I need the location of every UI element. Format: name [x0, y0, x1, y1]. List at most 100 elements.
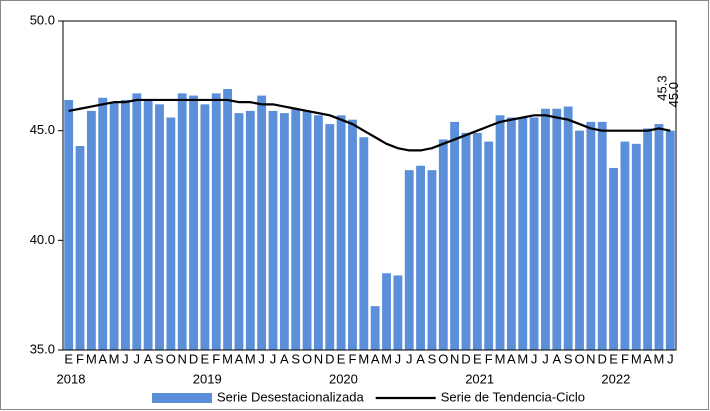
bar [211, 93, 221, 350]
x-tick-label: J [667, 351, 674, 366]
bar [245, 110, 255, 350]
bar [189, 95, 198, 350]
x-tick-label: J [270, 351, 277, 366]
bar [268, 110, 278, 350]
bar [336, 115, 346, 351]
legend-label: Serie de Tendencia-Ciclo [441, 389, 585, 404]
bar [223, 88, 233, 350]
x-tick-label: J [134, 351, 141, 366]
x-tick-label: A [507, 351, 516, 366]
bar [279, 113, 289, 351]
x-tick-label: N [177, 351, 186, 366]
x-tick-label: S [428, 351, 437, 366]
x-tick-label: A [643, 351, 652, 366]
bar [416, 165, 426, 350]
bar [75, 146, 85, 350]
x-tick-label: D [598, 351, 607, 366]
x-tick-label: O [166, 351, 176, 366]
bar [427, 170, 437, 350]
bar [132, 93, 142, 350]
x-tick-label: S [291, 351, 300, 366]
x-tick-label: A [144, 351, 153, 366]
x-tick-label: E [64, 351, 73, 366]
bar [438, 139, 448, 350]
x-tick-label: M [222, 351, 233, 366]
x-tick-label: A [235, 351, 244, 366]
bar [404, 170, 414, 350]
bar [450, 121, 460, 350]
bar [64, 99, 74, 351]
bar [302, 110, 312, 350]
x-tick-label: E [473, 351, 482, 366]
bar [177, 93, 187, 350]
bar [620, 141, 630, 350]
x-tick-label: J [406, 351, 413, 366]
plot-frame [62, 20, 677, 351]
bar [563, 106, 573, 350]
x-tick-label: M [109, 351, 120, 366]
bar [325, 124, 335, 350]
x-tick-label: D [325, 351, 334, 366]
x-tick-label: N [586, 351, 595, 366]
y-tick-label: 50.0 [30, 12, 55, 27]
y-tick-label: 40.0 [30, 232, 55, 247]
year-label: 2022 [601, 371, 630, 386]
bar [348, 119, 357, 350]
bar [597, 121, 607, 350]
x-tick-label: D [189, 351, 198, 366]
x-tick-label: M [495, 351, 506, 366]
year-label: 2019 [193, 371, 222, 386]
x-tick-label: O [302, 351, 312, 366]
x-tick-label: F [485, 351, 493, 366]
bar [461, 132, 471, 350]
x-tick-label: O [574, 351, 584, 366]
x-tick-label: A [552, 351, 561, 366]
x-tick-label: S [564, 351, 573, 366]
x-tick-label: M [517, 351, 528, 366]
bar [291, 108, 301, 350]
x-tick-label: F [212, 351, 220, 366]
bar [155, 104, 164, 350]
x-tick-label: J [542, 351, 549, 366]
bar [359, 137, 369, 350]
x-tick-label: J [122, 351, 129, 366]
x-tick-label: A [371, 351, 380, 366]
x-tick-label: M [631, 351, 642, 366]
data-label: 45.3 [654, 75, 669, 100]
x-tick-label: E [337, 351, 346, 366]
bar [313, 115, 323, 351]
x-tick-label: O [438, 351, 448, 366]
bar [166, 117, 176, 350]
bar [484, 141, 494, 350]
bar [257, 95, 267, 350]
bar [109, 102, 119, 350]
x-tick-label: E [201, 351, 210, 366]
bar [665, 130, 675, 350]
x-tick-label: M [654, 351, 665, 366]
y-tick-label: 35.0 [30, 341, 55, 356]
x-tick-label: J [531, 351, 538, 366]
bar [586, 121, 596, 350]
x-tick-label: M [381, 351, 392, 366]
x-tick-label: M [245, 351, 256, 366]
bar [234, 113, 244, 351]
trend-line [68, 98, 671, 152]
bar [518, 117, 528, 350]
x-tick-label: F [348, 351, 356, 366]
bar [200, 104, 210, 350]
bar [472, 132, 482, 350]
y-tick-label: 45.0 [30, 122, 55, 137]
bar [98, 97, 108, 351]
x-tick-label: N [314, 351, 323, 366]
x-tick-label: A [416, 351, 425, 366]
bar [506, 117, 516, 350]
bar [370, 306, 380, 350]
bar [575, 130, 584, 350]
data-label: 45.0 [666, 82, 681, 107]
bar [393, 275, 403, 350]
bar [643, 128, 653, 350]
year-label: 2021 [465, 371, 494, 386]
x-tick-label: N [450, 351, 459, 366]
